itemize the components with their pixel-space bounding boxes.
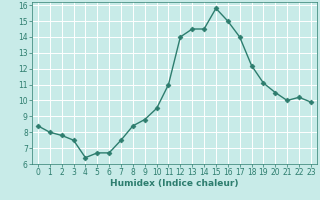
X-axis label: Humidex (Indice chaleur): Humidex (Indice chaleur) (110, 179, 239, 188)
